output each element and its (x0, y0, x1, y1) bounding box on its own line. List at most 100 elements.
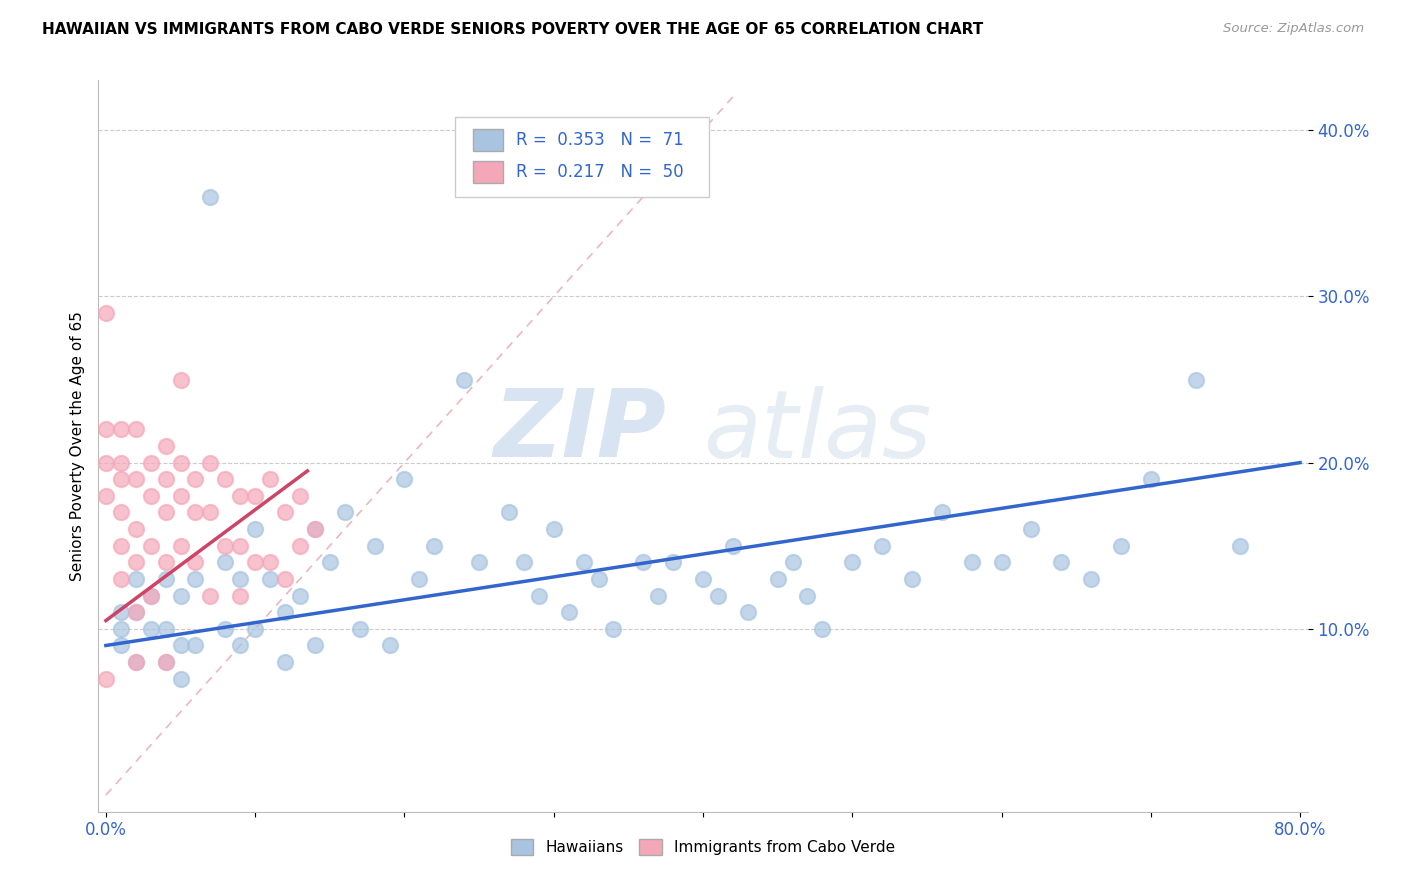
Point (662, 555, 685, 569)
Point (155, 655, 177, 669)
Point (155, 655, 177, 669)
Point (139, 539, 162, 553)
Point (1109, 539, 1132, 553)
Point (214, 555, 236, 569)
Point (721, 539, 744, 553)
Point (184, 639, 207, 653)
Point (960, 555, 983, 569)
Point (139, 622, 162, 636)
Point (125, 472, 148, 486)
Text: ZIP: ZIP (494, 385, 666, 477)
Point (766, 572, 789, 586)
Point (200, 189, 222, 203)
Point (513, 555, 536, 569)
Point (304, 522, 326, 536)
Point (1184, 372, 1206, 386)
Point (214, 472, 236, 486)
Point (1050, 555, 1073, 569)
Point (557, 605, 579, 619)
Point (737, 605, 759, 619)
Point (110, 605, 132, 619)
Point (304, 639, 326, 653)
Point (288, 589, 311, 603)
Point (243, 522, 266, 536)
Point (394, 472, 416, 486)
Point (155, 506, 177, 520)
Point (155, 555, 177, 569)
Point (259, 555, 281, 569)
Point (692, 572, 714, 586)
Point (468, 555, 491, 569)
Point (1021, 522, 1043, 536)
Point (125, 555, 148, 569)
Point (349, 622, 371, 636)
Point (94, 456, 117, 470)
Point (125, 605, 148, 619)
Point (110, 422, 132, 436)
Point (229, 589, 252, 603)
Point (274, 655, 297, 669)
Text: atlas: atlas (703, 386, 931, 477)
Point (184, 555, 207, 569)
Point (110, 572, 132, 586)
Point (229, 639, 252, 653)
Point (274, 506, 297, 520)
Y-axis label: Seniors Poverty Over the Age of 65: Seniors Poverty Over the Age of 65 (69, 311, 84, 581)
Point (110, 622, 132, 636)
Point (214, 622, 236, 636)
Point (155, 472, 177, 486)
Point (1229, 539, 1251, 553)
Point (633, 555, 655, 569)
Point (169, 639, 191, 653)
Point (796, 589, 818, 603)
Point (408, 572, 430, 586)
Point (901, 572, 924, 586)
Point (1140, 472, 1163, 486)
Text: Source: ZipAtlas.com: Source: ZipAtlas.com (1223, 22, 1364, 36)
Point (259, 572, 281, 586)
Point (243, 489, 266, 503)
Text: HAWAIIAN VS IMMIGRANTS FROM CABO VERDE SENIORS POVERTY OVER THE AGE OF 65 CORREL: HAWAIIAN VS IMMIGRANTS FROM CABO VERDE S… (42, 22, 983, 37)
Point (243, 555, 266, 569)
Point (94, 489, 117, 503)
Point (139, 589, 162, 603)
Point (184, 572, 207, 586)
Legend: Hawaiians, Immigrants from Cabo Verde: Hawaiians, Immigrants from Cabo Verde (503, 831, 903, 863)
Point (423, 539, 446, 553)
Point (125, 605, 148, 619)
Point (274, 572, 297, 586)
Point (259, 472, 281, 486)
Point (110, 539, 132, 553)
Point (200, 589, 222, 603)
Point (288, 539, 311, 553)
FancyBboxPatch shape (456, 117, 709, 197)
FancyBboxPatch shape (474, 161, 503, 183)
FancyBboxPatch shape (474, 129, 503, 152)
Point (110, 456, 132, 470)
Point (139, 489, 162, 503)
Point (169, 456, 191, 470)
Point (453, 372, 475, 386)
Text: R =  0.217   N =  50: R = 0.217 N = 50 (516, 162, 683, 181)
Point (214, 539, 236, 553)
Point (139, 456, 162, 470)
Point (169, 372, 191, 386)
Point (1080, 572, 1102, 586)
Point (647, 589, 669, 603)
Point (527, 589, 550, 603)
Point (782, 555, 804, 569)
Point (139, 589, 162, 603)
Point (94, 672, 117, 686)
Point (155, 572, 177, 586)
Point (200, 506, 222, 520)
Point (707, 589, 730, 603)
Point (304, 522, 326, 536)
Point (229, 489, 252, 503)
Point (125, 572, 148, 586)
Point (125, 655, 148, 669)
Point (125, 422, 148, 436)
Point (870, 539, 893, 553)
Point (378, 639, 401, 653)
Point (184, 506, 207, 520)
Point (243, 622, 266, 636)
